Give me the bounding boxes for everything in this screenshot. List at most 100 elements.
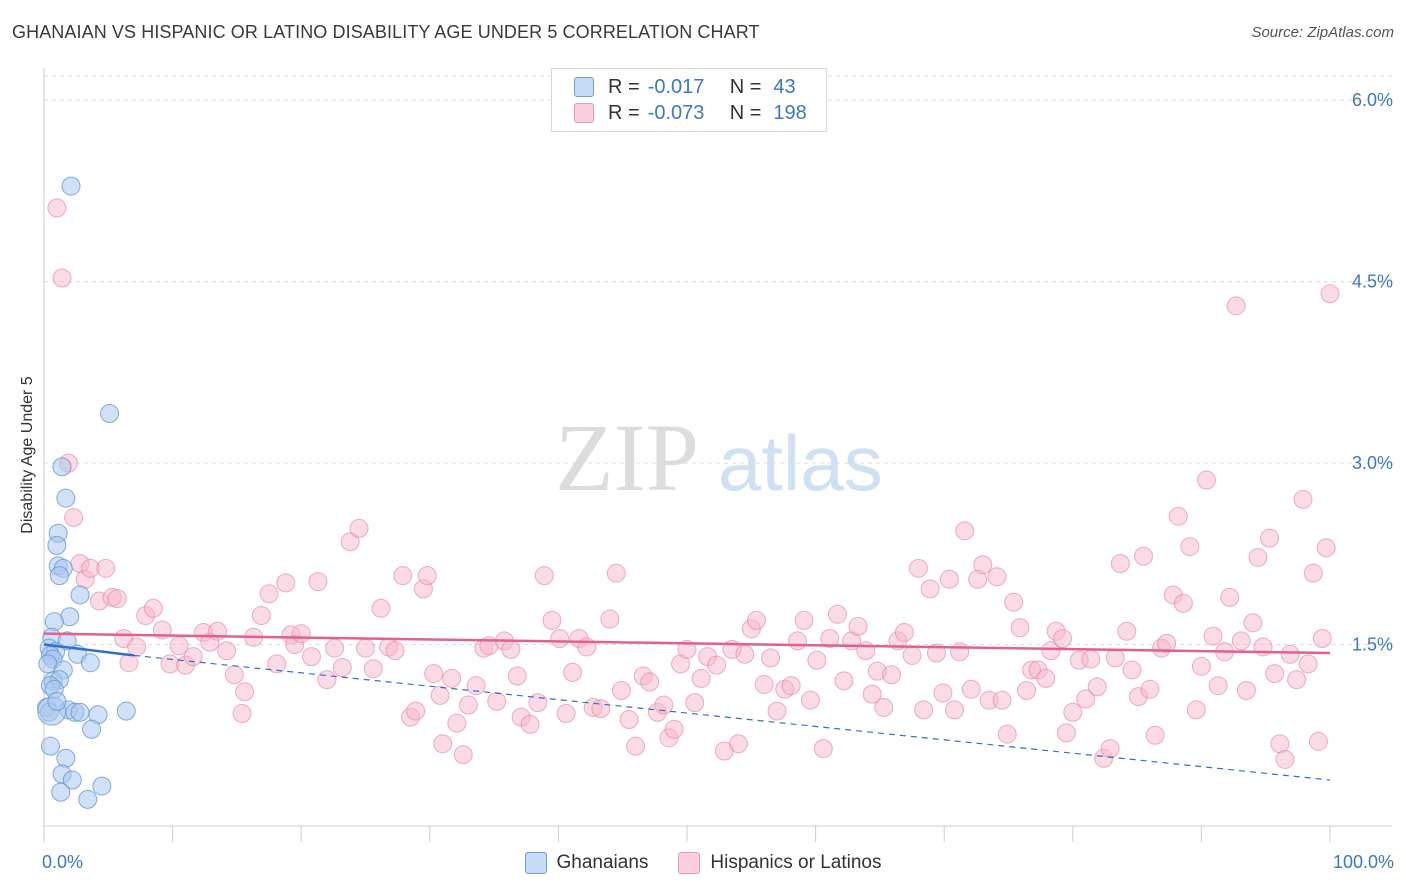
hispanic-point [291,624,311,644]
hispanic-point [1303,563,1323,583]
hispanic-point [325,638,345,658]
hispanic-point [1056,723,1076,743]
hispanic-point [754,674,774,694]
hispanic-point [363,659,383,679]
hispanic-point [1157,633,1177,653]
hispanic-point [1236,681,1256,701]
hispanic-point [96,558,116,578]
x-tick-label-max: 100.0% [1332,852,1394,872]
legend-n-value: 198 [773,101,807,124]
hispanic-point [611,681,631,701]
legend-swatch-pink [574,103,594,123]
hispanic-point [600,609,620,629]
hispanic-point [1203,626,1223,646]
watermark: ZIP atlas [555,404,883,511]
hispanic-point [914,700,934,720]
hispanic-point [1140,679,1160,699]
hispanic-point [433,734,453,754]
hispanic-point [52,268,72,288]
legend-n-label: N = [729,75,762,98]
hispanic-point [232,704,252,723]
hispanic-point [920,579,940,599]
y-tick-labels: 1.5% 3.0% 4.5% 6.0% [1352,90,1393,654]
hispanic-point [619,710,639,730]
hispanic-point [276,573,296,593]
ghanaian-trend-solid [43,643,135,657]
hispanic-point [933,683,953,703]
hispanic-point [107,589,127,609]
hispanic-point [1076,689,1096,709]
hispanic-point [1081,649,1101,669]
legend-row-hispanics: R = -0.073 N = 198 [574,100,807,126]
legend-row-ghanaians: R = -0.017 N = 43 [574,74,796,100]
hispanic-point [542,610,562,630]
y-tick-label: 4.5% [1352,272,1393,292]
hispanic-point [308,572,328,592]
hispanic-point [224,665,244,685]
legend-item-hispanics: Hispanics or Latinos [678,852,882,874]
hispanic-point [453,745,473,765]
hispanic-point [1063,702,1083,722]
hispanic-point [997,724,1017,744]
hispanic-point [788,631,808,651]
hispanic-point [992,690,1012,710]
hispanic-point [781,676,801,696]
hispanic-point [550,629,570,648]
hispanic-point [183,647,203,667]
hispanic-point [251,606,271,626]
hispanic-point [1308,731,1328,751]
legend-r-value: -0.073 [647,101,705,124]
hispanic-point [626,736,646,756]
hispanic-point [987,567,1007,587]
hispanic-point [442,668,462,688]
hispanic-point [862,684,882,704]
legend-label-hispanics: Hispanics or Latinos [710,852,882,873]
hispanic-point [1041,641,1061,661]
trend-lines [43,632,1331,781]
hispanic-point [143,598,163,618]
y-tick-label: 1.5% [1352,635,1393,655]
hispanic-point [235,682,255,702]
hispanic-point [301,647,321,667]
hispanic-point [1122,660,1142,680]
hispanic-point [317,670,337,690]
hispanic-point [1145,725,1165,745]
hispanic-point [664,719,684,739]
y-tick-label: 6.0% [1352,90,1393,110]
hispanic-point [393,566,413,586]
hispanic-point [677,639,697,659]
hispanic-point [1208,676,1228,696]
hispanic-point [1004,592,1024,612]
hispanic-point [813,739,833,759]
hispanic-point [1168,506,1188,526]
ghanaian-points [37,176,136,809]
hispanic-point [534,566,554,586]
hispanic-point [1036,668,1056,688]
legend-swatch-blue [574,77,594,97]
hispanic-point [926,643,946,663]
legend-r-label: R = [608,101,640,124]
hispanic-point [563,662,583,682]
hispanic-point [767,701,787,721]
watermark-zip: ZIP [555,404,699,511]
hispanic-point [707,655,727,675]
hispanic-point [1134,546,1154,566]
hispanic-point [820,629,840,648]
hispanic-point [349,518,369,538]
hispanic-point [127,637,147,657]
hispanic-point [1173,593,1193,613]
hispanic-point [881,665,901,685]
hispanic-point [856,641,876,661]
source-label: Source: ZipAtlas.com [1251,24,1394,41]
ghanaian-point [49,566,69,586]
hispanic-point [746,610,766,630]
hispanic-point [556,704,576,723]
hispanic-point [1220,587,1240,607]
hispanic-point [834,671,854,691]
legend-item-ghanaians: Ghanaians [524,852,648,874]
hispanic-point [1243,613,1263,633]
hispanic-point [1316,538,1336,558]
ghanaian-point [44,612,64,632]
hispanic-point [1191,656,1211,676]
